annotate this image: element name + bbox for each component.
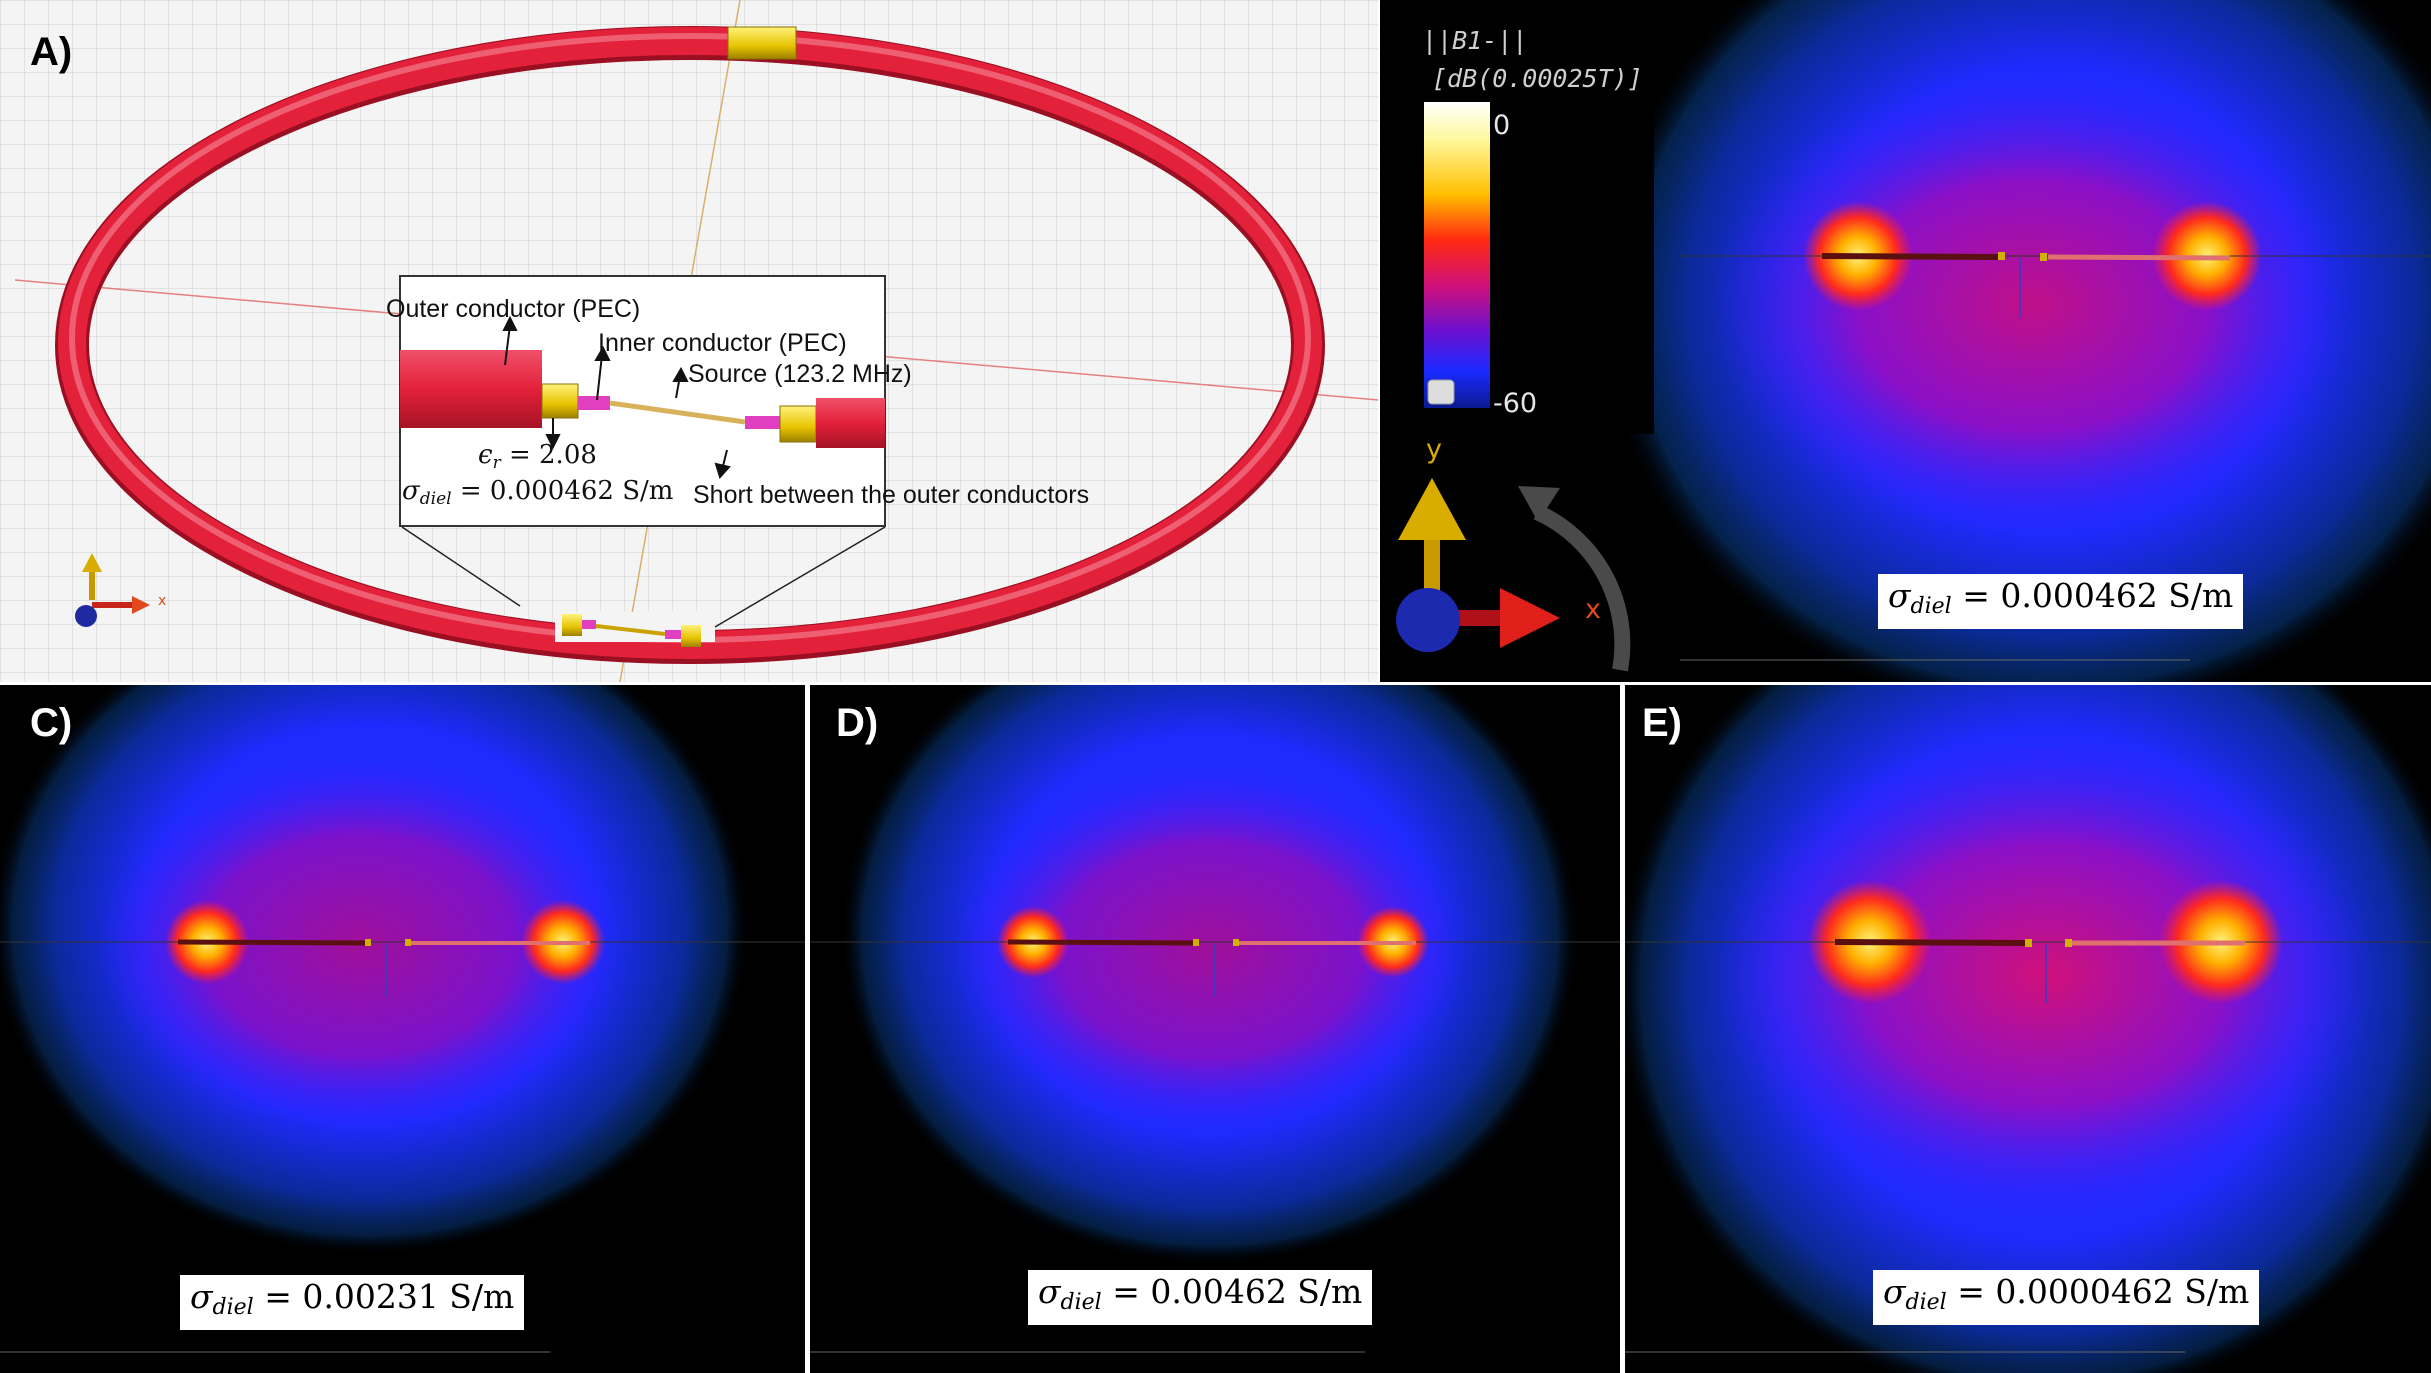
legend-min-label: -60	[1493, 388, 1538, 419]
colorbar	[1424, 102, 1490, 408]
rotate-arrow	[1533, 504, 1631, 672]
inset-outer-left	[400, 350, 542, 428]
inset-gold-left	[541, 383, 579, 419]
top-gap-segment	[727, 26, 797, 60]
sigma-label-d: σdiel = 0.00462 S/m	[1028, 1270, 1373, 1325]
separator-de	[1620, 685, 1625, 1373]
row-separator	[0, 682, 2431, 685]
bottom-inner-left	[582, 620, 596, 629]
callout-epsilon: ϵr = 2.08	[478, 440, 597, 473]
sigma-label-b: σdiel = 0.000462 S/m	[1878, 574, 2244, 629]
callout-arrows	[502, 315, 731, 479]
panel-e: E) σdiel = 0.0000462 S/m	[1625, 685, 2431, 1373]
panel-a-drawing	[0, 0, 1378, 682]
inset-inner-left	[578, 396, 610, 410]
triad-a-x-label: x	[158, 593, 167, 609]
callout-inner-conductor: Inner conductor (PEC)	[598, 329, 847, 357]
legend-title-line1: ||B1-||	[1422, 26, 1528, 55]
legend-title-line2: [dB(0.00025T)]	[1432, 64, 1643, 93]
panel-d: D) σdiel = 0.00462 S/m	[810, 685, 1620, 1373]
axis-triad-a	[75, 553, 150, 627]
callout-sigma: σdiel = 0.000462 S/m	[402, 476, 674, 509]
callout-source: Source (123.2 MHz)	[688, 360, 912, 388]
panel-b: B) ||B1-|| [dB(0.00025T)] 0 -60 y x σdie…	[1380, 0, 2431, 682]
field-map-b	[1380, 0, 2431, 682]
bottom-inner-right	[665, 630, 681, 639]
zoom-line-left	[401, 526, 521, 607]
legend-max-label: 0	[1493, 110, 1511, 141]
field-map-d	[810, 685, 1620, 1353]
bottom-gold-left	[562, 614, 582, 636]
bottom-gold-right	[681, 625, 701, 647]
field-map-c	[0, 685, 805, 1353]
panel-c: C) σdiel = 0.00231 S/m	[0, 685, 805, 1373]
bottom-feed-line	[595, 624, 666, 636]
axis-y-label: y	[1426, 434, 1442, 465]
panel-d-label: D)	[836, 701, 879, 745]
zoom-line-right	[714, 526, 886, 628]
sigma-label-e: σdiel = 0.0000462 S/m	[1873, 1270, 2260, 1325]
panel-a-label: A)	[30, 30, 73, 74]
panel-a: A) Outer conductor (PEC) Inner conductor…	[0, 0, 1378, 682]
inset-gold-right	[779, 405, 817, 443]
inset-source-line	[609, 400, 746, 425]
axis-x-label: x	[1585, 594, 1601, 625]
field-map-e	[1625, 685, 2431, 1373]
separator-cd	[805, 685, 810, 1373]
callout-outer-conductor: Outer conductor (PEC)	[386, 295, 641, 323]
panel-c-label: C)	[30, 701, 73, 745]
callout-short: Short between the outer conductors	[693, 481, 1090, 509]
inset-outer-right	[816, 398, 885, 448]
axis-triad-b	[1396, 478, 1560, 652]
inset-inner-right	[745, 416, 780, 429]
panel-e-label: E)	[1642, 701, 1682, 745]
sigma-label-c: σdiel = 0.00231 S/m	[180, 1275, 525, 1330]
